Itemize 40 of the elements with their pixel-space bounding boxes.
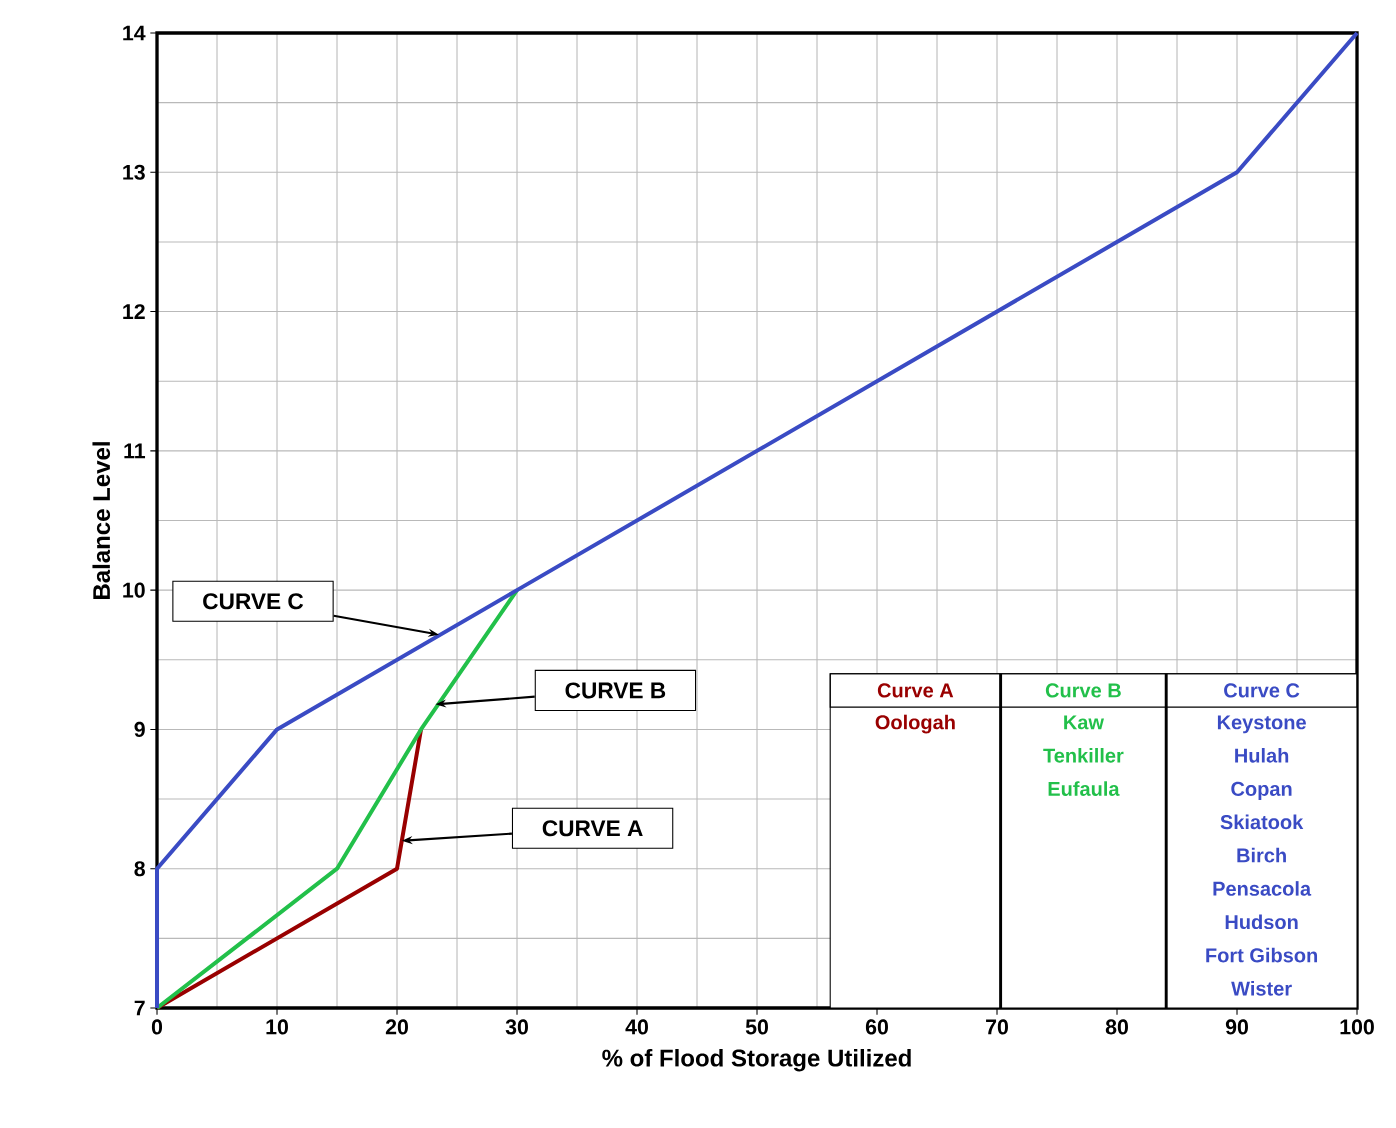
annotation: Hulah [1235, 747, 1289, 763]
x-tick-label: 70 [986, 1019, 1008, 1035]
annotation: CURVE B [565, 682, 666, 699]
y-tick-label: 8 [134, 861, 145, 877]
annotation: Keystone [1217, 715, 1306, 734]
x-axis-title: % of Flood Storage Utilized [602, 1048, 911, 1072]
annotation: Eufaula [1048, 781, 1120, 796]
annotation: CURVE C [203, 593, 304, 610]
y-tick-label: 12 [123, 304, 145, 320]
y-tick-label: 13 [123, 164, 145, 180]
x-tick-label: 40 [625, 1019, 648, 1035]
text: Curve C [1224, 683, 1300, 698]
x-tick-label: 30 [505, 1019, 528, 1035]
annotation: Pensacola [1213, 881, 1312, 896]
annotation: Birch [1237, 847, 1286, 863]
x-tick-label: 100 [1340, 1019, 1374, 1035]
y-axis-title: Balance Level [92, 442, 111, 599]
y-tick-label: 10 [123, 582, 145, 598]
text: Curve B [1045, 683, 1121, 698]
annotation: Kaw [1064, 715, 1104, 730]
x-tick-label: 80 [1105, 1019, 1128, 1035]
text: Curve A [877, 683, 954, 698]
x-tick-label: 0 [151, 1019, 163, 1035]
x-tick-label: 10 [266, 1019, 288, 1035]
annotation: Copan [1231, 781, 1292, 800]
annotation: Oologah [875, 714, 955, 734]
y-tick-label: 11 [124, 443, 146, 459]
x-tick-label: 20 [385, 1019, 408, 1035]
annotation: Fort Gibson [1206, 947, 1318, 963]
annotation: CURVE A [542, 820, 643, 837]
y-tick-label: 14 [123, 25, 146, 41]
y-tick-label: 9 [134, 721, 145, 737]
annotation: Wister [1231, 981, 1292, 996]
y-tick-label: 7 [134, 1000, 145, 1016]
annotation: Hudson [1225, 914, 1298, 930]
annotation: Tenkiller [1043, 747, 1124, 763]
x-tick-label: 60 [865, 1019, 888, 1035]
annotation: Skiatook [1220, 814, 1304, 830]
x-tick-label: 50 [745, 1019, 768, 1035]
x-tick-label: 90 [1225, 1019, 1248, 1035]
